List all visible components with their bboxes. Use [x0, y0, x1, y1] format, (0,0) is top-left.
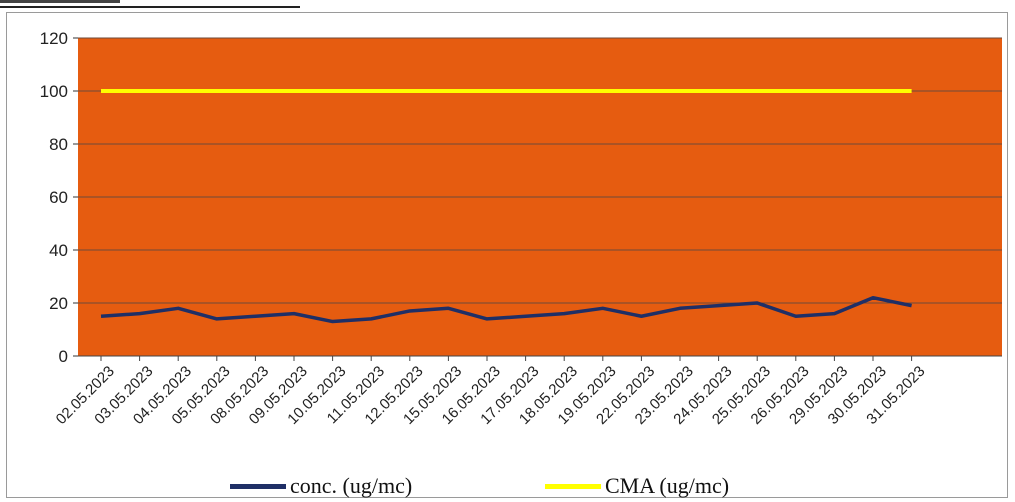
y-tick-label: 120 [40, 29, 68, 48]
series-group [100, 89, 912, 324]
y-axis: 0 20 40 60 80 100 120 [40, 29, 78, 366]
y-tick-label: 100 [40, 82, 68, 101]
y-tick-label: 60 [49, 188, 68, 207]
y-tick-label: 80 [49, 135, 68, 154]
y-tick-label: 0 [59, 347, 68, 366]
legend-label-cma: CMA (ug/mc) [605, 473, 730, 498]
legend-item-cma: CMA (ug/mc) [545, 472, 729, 500]
series-line-conc [100, 295, 912, 324]
legend-item-conc: conc. (ug/mc) [230, 472, 412, 500]
y-tick-label: 20 [49, 294, 68, 313]
header-mark [0, 0, 120, 3]
x-axis: 02.05.202303.05.202304.05.202305.05.2023… [53, 355, 1002, 428]
legend-label-conc: conc. (ug/mc) [290, 473, 413, 498]
header-rule [0, 6, 300, 8]
legend-swatch-conc [230, 483, 286, 489]
legend-swatch-cma [545, 483, 601, 489]
y-tick-label: 40 [49, 241, 68, 260]
